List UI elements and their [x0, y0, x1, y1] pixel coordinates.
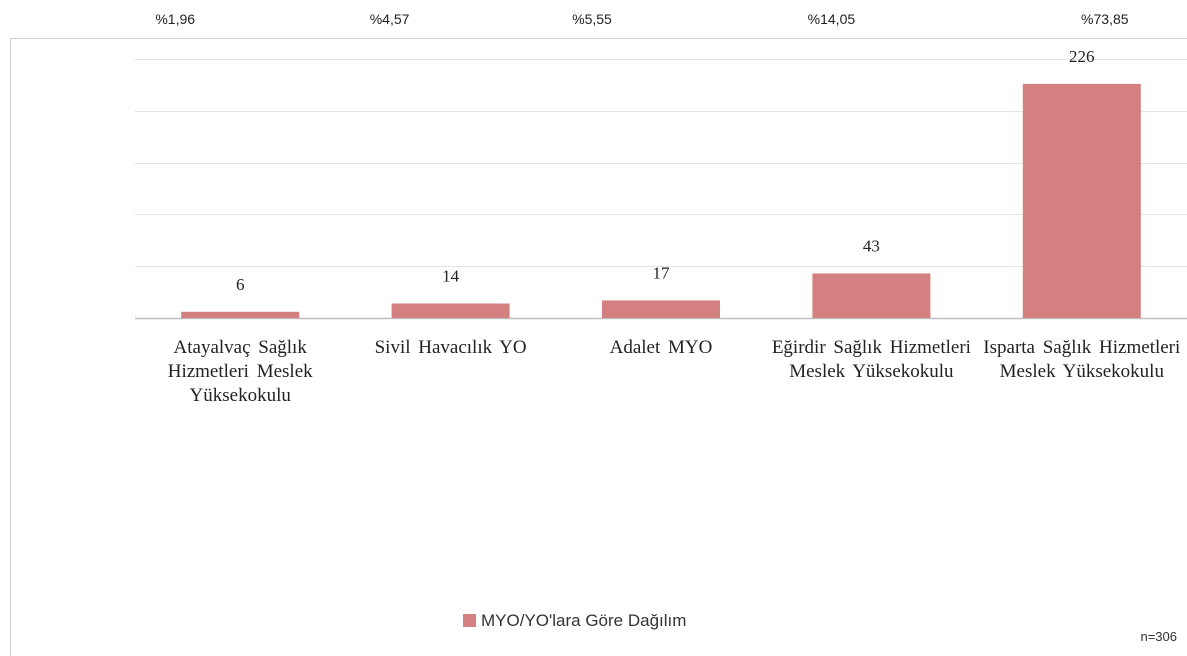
percent-label: %5,55: [572, 11, 612, 27]
value-label: 17: [653, 263, 671, 282]
x-tick-label: Sivil Havacılık YO: [374, 337, 527, 358]
bar: [812, 273, 931, 318]
x-tick-label: Eğirdir Sağlık Hizmetleri Meslek Yükseko…: [771, 337, 971, 382]
percent-label: %1,96: [155, 11, 195, 27]
note: n=306: [1140, 629, 1177, 644]
percent-label: %14,05: [808, 11, 856, 27]
bar: [602, 300, 720, 318]
value-label: 6: [236, 275, 245, 294]
percent-label: %73,85: [1081, 11, 1129, 27]
value-label: 226: [1069, 47, 1095, 66]
x-tick-label: Isparta Sağlık Hizmetleri Meslek Yükseko…: [983, 337, 1181, 382]
legend-swatch: [463, 614, 476, 627]
percent-label: %4,57: [370, 11, 410, 27]
bar: [391, 303, 510, 318]
value-label: 43: [863, 236, 880, 255]
x-tick-label: Adalet MYO: [609, 337, 713, 358]
bar: [181, 311, 300, 318]
legend-label: MYO/YO'lara Göre Dağılım: [481, 611, 686, 630]
bar: [1022, 83, 1141, 318]
x-tick-label: Atayalvaç Sağlık Hizmetleri Meslek Yükse…: [167, 337, 313, 406]
value-label: 14: [442, 266, 460, 285]
